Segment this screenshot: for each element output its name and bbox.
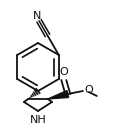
Text: O: O: [85, 85, 94, 95]
Text: O: O: [59, 67, 68, 77]
Text: N: N: [33, 11, 41, 21]
Polygon shape: [48, 91, 69, 99]
Text: NH: NH: [30, 115, 46, 125]
